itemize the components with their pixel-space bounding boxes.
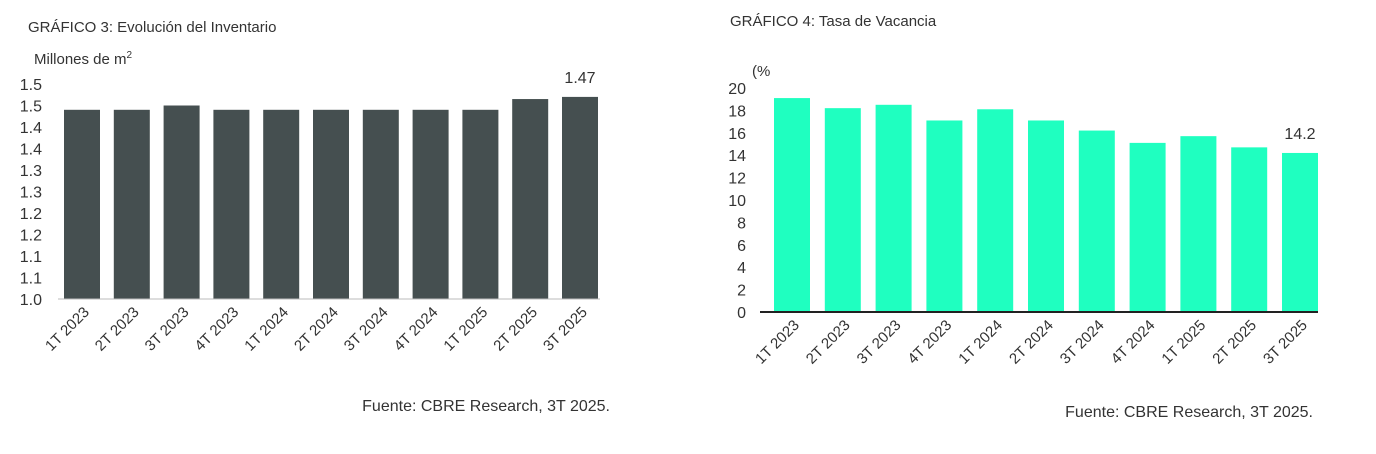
bar-4t-2024 (1129, 142, 1166, 312)
source-note: Fuente: CBRE Research, 3T 2025. (362, 398, 610, 415)
y-tick-label: 12 (728, 171, 746, 188)
x-tick-label: 2T 2024 (291, 304, 342, 355)
bar-4t-2024 (412, 109, 449, 299)
y-tick-label: 18 (728, 103, 746, 120)
bar-2t-2023 (824, 108, 861, 312)
x-tick-label: 3T 2023 (142, 304, 193, 355)
chart-title: GRÁFICO 4: Tasa de Vacancia (730, 13, 937, 30)
y-tick-label: 1.3 (20, 185, 42, 202)
x-tick-label: 3T 2025 (1260, 317, 1311, 368)
y-tick-label: 0 (737, 305, 746, 322)
bar-1t-2025 (462, 109, 499, 299)
y-tick-label: 4 (737, 260, 746, 277)
x-tick-label: 2T 2024 (1006, 317, 1057, 368)
source-note: Fuente: CBRE Research, 3T 2025. (1065, 404, 1313, 421)
y-tick-label: 14 (728, 148, 746, 165)
y-tick-label: 10 (728, 193, 746, 210)
bar-1t-2023 (64, 109, 100, 299)
x-tick-label: 4T 2024 (391, 304, 442, 355)
x-tick-label: 4T 2023 (191, 304, 242, 355)
x-tick-label: 1T 2025 (440, 304, 491, 355)
bar-3t-2024 (362, 109, 399, 299)
bar-4t-2023 (926, 120, 963, 312)
x-tick-label: 3T 2023 (854, 317, 905, 368)
y-tick-label: 1.2 (20, 206, 42, 223)
x-tick-label: 2T 2025 (490, 304, 541, 355)
y-tick-label: 2 (737, 283, 746, 300)
y-tick-label: 1.4 (20, 120, 42, 137)
x-tick-label: 2T 2023 (92, 304, 143, 355)
data-label: 14.2 (1284, 126, 1315, 143)
x-tick-label: 1T 2023 (42, 304, 93, 355)
y-tick-label: 1.1 (20, 249, 42, 266)
chart-title: GRÁFICO 3: Evolución del Inventario (28, 19, 276, 36)
bar-2t-2024 (313, 109, 349, 299)
data-label: 1.47 (564, 70, 595, 87)
y-tick-label: 1.2 (20, 228, 42, 245)
y-tick-label: 1.0 (20, 292, 42, 309)
bar-3t-2024 (1078, 130, 1115, 312)
y-tick-label: 1.4 (20, 142, 42, 159)
bar-3t-2023 (875, 104, 912, 312)
y-tick-label: 6 (737, 238, 746, 255)
bar-3t-2025 (562, 96, 598, 300)
bar-3t-2025 (1282, 152, 1318, 312)
bar-1t-2023 (774, 98, 810, 312)
x-tick-label: 4T 2024 (1108, 317, 1159, 368)
bar-3t-2023 (163, 105, 200, 299)
bar-1t-2025 (1180, 136, 1217, 312)
x-tick-label: 1T 2024 (955, 317, 1006, 368)
bar-1t-2024 (977, 109, 1014, 312)
bar-4t-2023 (213, 109, 250, 299)
x-tick-label: 1T 2024 (241, 304, 292, 355)
bar-2t-2025 (1231, 147, 1268, 312)
y-tick-label: 1.1 (20, 271, 42, 288)
y-axis-label: Millones de m2 (34, 50, 133, 68)
bar-2t-2023 (113, 109, 150, 299)
y-tick-label: 1.3 (20, 163, 42, 180)
y-tick-label: 1.5 (20, 99, 42, 116)
x-tick-label: 4T 2023 (904, 317, 955, 368)
y-axis-label: (% (752, 63, 770, 80)
x-tick-label: 3T 2024 (1057, 317, 1108, 368)
x-tick-label: 1T 2023 (752, 317, 803, 368)
x-tick-label: 1T 2025 (1158, 317, 1209, 368)
y-tick-label: 20 (728, 81, 746, 98)
y-tick-label: 1.5 (20, 77, 42, 94)
bar-2t-2024 (1028, 120, 1064, 312)
bar-1t-2024 (263, 109, 300, 299)
bar-2t-2025 (512, 99, 549, 299)
y-tick-label: 8 (737, 215, 746, 232)
y-tick-label: 16 (728, 126, 746, 143)
x-tick-label: 3T 2024 (341, 304, 392, 355)
x-tick-label: 2T 2023 (803, 317, 854, 368)
x-tick-label: 2T 2025 (1209, 317, 1260, 368)
x-tick-label: 3T 2025 (540, 304, 591, 355)
